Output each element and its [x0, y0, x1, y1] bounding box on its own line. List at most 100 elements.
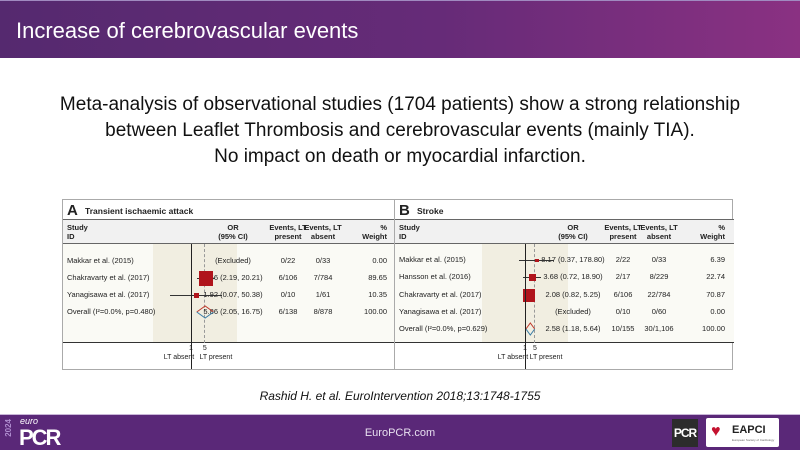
axis-tick: [191, 343, 192, 346]
subtitle: Meta-analysis of observational studies (…: [0, 92, 800, 170]
events-lt-absent: 0/33: [315, 256, 331, 265]
footer-site: EuroPCR.com: [364, 427, 436, 439]
axis-tick-label-5: 5: [533, 345, 537, 352]
forest-panel-b: B Stroke Study ID OR (95% CI) Events, LT presen…: [394, 200, 734, 369]
null-line: [525, 244, 526, 369]
panel-header: A Transient ischaemic attack: [63, 200, 394, 220]
table-row: Overall (I²=0.0%, p=0.629) 2.58 (1.18, 5.…: [395, 322, 734, 336]
events-lt-absent: 8/229: [649, 272, 669, 281]
table-row: Makkar et al. (2015) (Excluded) 0/22 0/33 0.…: [63, 254, 394, 268]
footer: 2024 euro PCR EuroPCR.com PCR ♥ EAPCI Eu…: [0, 414, 800, 450]
null-line: [191, 244, 192, 369]
events-lt-absent: 8/878: [313, 307, 333, 316]
panel-letter: A: [67, 202, 78, 219]
events-lt-present: 0/10: [280, 290, 296, 299]
forest-panel-a: A Transient ischaemic attack Study ID OR (95%…: [63, 200, 394, 369]
odds-ratio: 5.86 (2.05, 16.75): [203, 307, 263, 316]
col-events-present: Events, LT present: [603, 223, 643, 241]
axis-tick: [525, 343, 526, 346]
axis-tick-label-5: 5: [202, 345, 207, 352]
study-name: Overall (I²=0.0%, p=0.629): [399, 324, 488, 333]
citation: Rashid H. et al. EuroIntervention 2018;1…: [259, 389, 541, 403]
events-lt-present: 2/22: [615, 255, 631, 264]
study-name: Makkar et al. (2015): [399, 255, 466, 264]
pooled-estimate-diamond: [525, 322, 536, 336]
column-header-text: %: [718, 223, 725, 232]
events-lt-present: 0/10: [615, 307, 631, 316]
col-weight: % Weight: [691, 223, 725, 241]
events-lt-present: 6/138: [278, 307, 298, 316]
table-row: Overall (I²=0.0%, p=0.480) 5.86 (2.05, 16…: [63, 305, 394, 319]
pooled-estimate-diamond: [196, 305, 214, 319]
column-header-text: absent: [310, 232, 336, 241]
column-header: Study ID OR (95% CI) Events, LT present Events…: [63, 220, 394, 244]
axis-label-lt-absent: LT absent: [497, 354, 529, 361]
weight-percent: 10.35: [368, 290, 387, 299]
weight-percent: 100.00: [364, 307, 387, 316]
weight-percent: 0.00: [372, 256, 387, 265]
table-row: Chakravarty et al. (2017) 6.66 (2.19, 20.…: [63, 271, 394, 286]
odds-ratio: 3.68 (0.72, 18.90): [543, 272, 603, 281]
point-estimate-marker: [199, 271, 214, 286]
events-lt-present: 6/106: [613, 290, 633, 299]
point-estimate-marker: [528, 273, 536, 282]
weight-percent: 6.39: [710, 255, 725, 264]
events-lt-absent: 0/33: [651, 255, 667, 264]
panel-title: Transient ischaemic attack: [85, 206, 194, 216]
column-header-text: %: [380, 223, 387, 232]
subtitle-line-1: Meta-analysis of observational studies (…: [59, 94, 741, 115]
col-study: Study ID: [399, 223, 479, 241]
weight-percent: 0.00: [710, 307, 725, 316]
column-header-text: present: [274, 232, 302, 241]
study-name: Overall (I²=0.0%, p=0.480): [67, 307, 156, 316]
europcr-logo: PCR: [19, 425, 61, 450]
events-lt-present: 0/22: [280, 256, 296, 265]
logo-euro-text: euro: [20, 416, 39, 426]
axis-tick-label-1: 1: [523, 345, 527, 352]
study-name: Chakravarty et al. (2017): [399, 290, 482, 299]
axis-label-lt-present: LT present: [199, 354, 233, 361]
events-lt-absent: 30/1,106: [644, 324, 674, 333]
odds-ratio: 2.58 (1.18, 5.64): [545, 324, 601, 333]
col-events-present: Events, LT present: [268, 223, 308, 241]
events-lt-absent: 7/784: [313, 273, 333, 282]
events-lt-absent: 1/61: [315, 290, 331, 299]
column-header-text: OR: [227, 223, 239, 232]
events-lt-present: 2/17: [615, 272, 631, 281]
odds-ratio: (Excluded): [555, 307, 591, 316]
table-row: Yanagisawa et al. (2017) 1.92 (0.07, 50.3…: [63, 288, 394, 302]
eapci-subtext: European Society of Cardiology: [732, 438, 775, 442]
study-name: Yanagisawa et al. (2017): [399, 307, 482, 316]
eapci-logo: ♥ EAPCI European Society of Cardiology: [706, 418, 779, 447]
heart-icon: ♥: [711, 423, 721, 440]
table-row: Chakravarty et al. (2017) 2.08 (0.82, 5.2…: [395, 288, 734, 302]
column-header-text: OR: [567, 223, 579, 232]
weight-percent: 70.87: [706, 290, 725, 299]
odds-ratio: 6.66 (2.19, 20.21): [203, 273, 263, 282]
reference-line-5: [203, 244, 205, 343]
axis-label-lt-present: LT present: [529, 354, 563, 361]
axis-tick-label-1: 1: [189, 345, 193, 352]
column-header-text: Events, LT: [269, 223, 307, 232]
events-lt-absent: 0/60: [651, 307, 667, 316]
weight-percent: 89.65: [368, 273, 387, 282]
table-row: Makkar et al. (2015) 8.17 (0.37, 178.80) 2…: [395, 253, 734, 267]
events-lt-present: 10/155: [611, 324, 635, 333]
col-or: OR (95% CI): [531, 223, 615, 241]
odds-ratio: 8.17 (0.37, 178.80): [541, 255, 605, 264]
study-name: Hansson et al. (2016): [399, 272, 471, 281]
column-header-text: Weight: [700, 232, 725, 241]
subtitle-line-3: No impact on death or myocardial infarct…: [214, 146, 586, 167]
column-header-text: Events, LT: [640, 223, 678, 232]
axis-label-lt-absent: LT absent: [163, 354, 195, 361]
column-header-text: ID: [399, 232, 407, 241]
odds-ratio: (Excluded): [215, 256, 251, 265]
column-header-text: absent: [646, 232, 672, 241]
study-name: Yanagisawa et al. (2017): [67, 290, 150, 299]
column-header-text: (95% CI): [558, 232, 588, 241]
col-events-absent: Events, LT absent: [639, 223, 679, 241]
column-header-text: Weight: [362, 232, 387, 241]
col-study: Study ID: [67, 223, 147, 241]
plot-body: Makkar et al. (2015) (Excluded) 0/22 0/33 0.…: [63, 244, 394, 343]
events-lt-absent: 22/784: [647, 290, 671, 299]
